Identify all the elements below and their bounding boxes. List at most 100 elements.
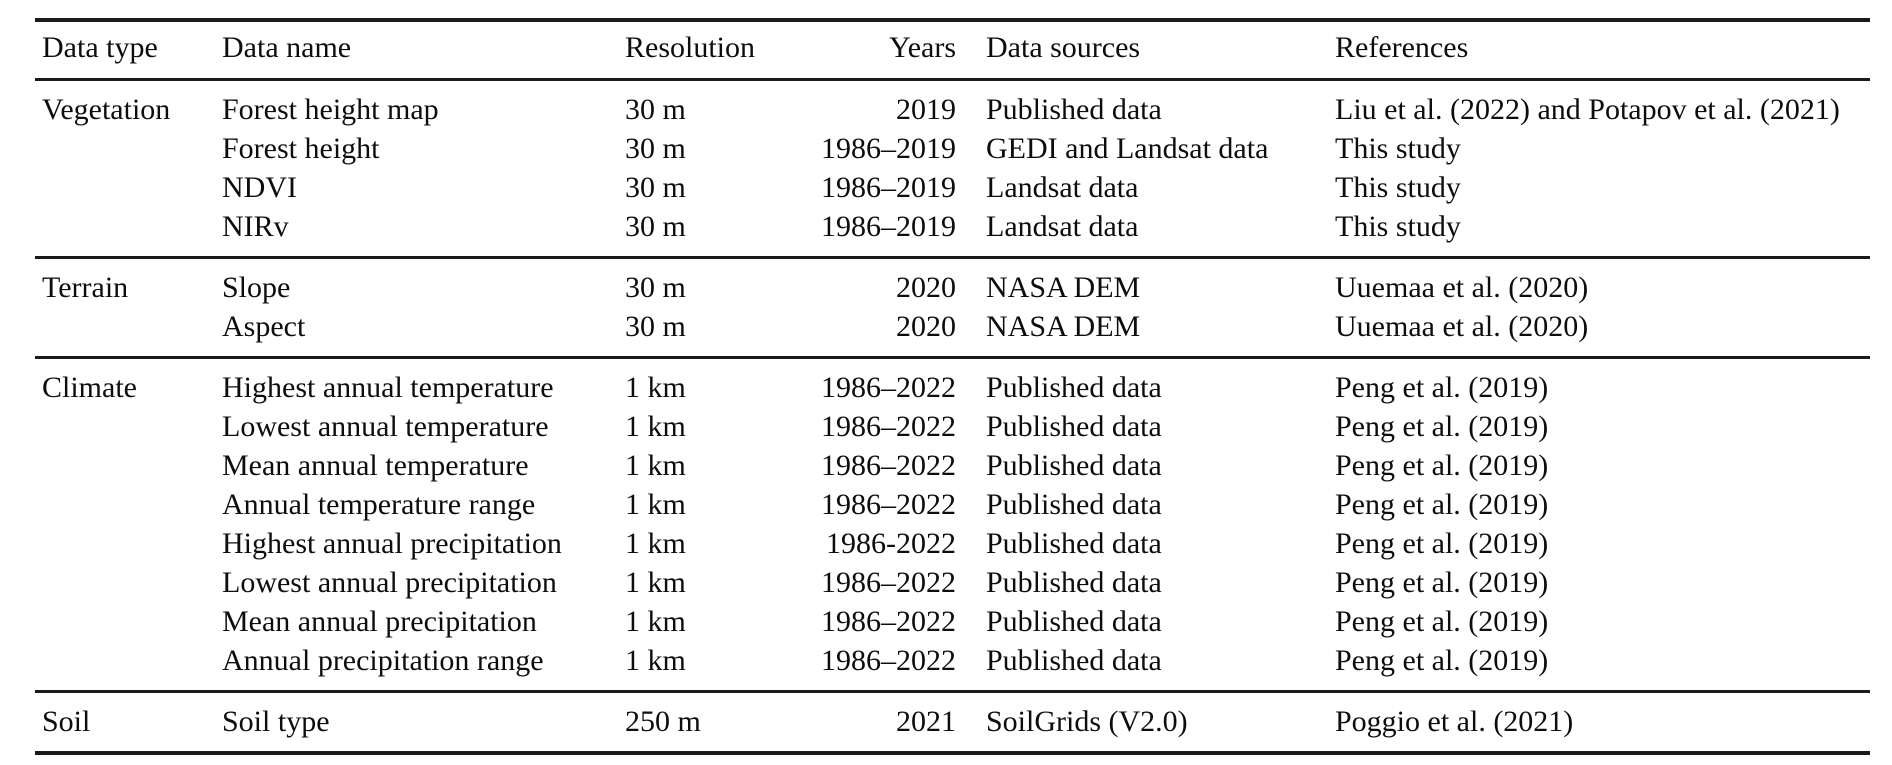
cell-reference: Peng et al. (2019) [1335, 371, 1549, 404]
cell-years: 2021 [896, 705, 956, 738]
table-row: Vegetation Forest height map 30 m 2019 P… [35, 80, 1870, 130]
cell-data-source: SoilGrids (V2.0) [986, 705, 1188, 738]
cell-years: 1986–2022 [821, 449, 956, 482]
cell-years: 2020 [896, 271, 956, 304]
cell-data-source: Published data [986, 449, 1162, 482]
cell-data-name: Mean annual temperature [222, 449, 529, 482]
cell-data-source: Published data [986, 488, 1162, 521]
cell-years: 2019 [896, 93, 956, 126]
section-terrain: Terrain Slope 30 m 2020 NASA DEM Uuemaa … [35, 257, 1870, 358]
cell-resolution: 1 km [625, 527, 686, 560]
cell-resolution: 30 m [625, 310, 686, 343]
cell-reference: Peng et al. (2019) [1335, 449, 1549, 482]
cell-reference: Peng et al. (2019) [1335, 644, 1549, 677]
cell-resolution: 250 m [625, 705, 701, 738]
cell-resolution: 1 km [625, 371, 686, 404]
cell-resolution: 30 m [625, 132, 686, 165]
cell-years: 2020 [896, 310, 956, 343]
cell-years: 1986–2019 [821, 171, 956, 204]
cell-data-name: Forest height map [222, 93, 439, 126]
cell-data-name: Soil type [222, 705, 330, 738]
cell-data-source: Published data [986, 371, 1162, 404]
cell-resolution: 1 km [625, 605, 686, 638]
cell-resolution: 30 m [625, 210, 686, 243]
datasets-table: Data type Data name Resolution Years Dat… [35, 18, 1870, 755]
cell-data-name: Mean annual precipitation [222, 605, 537, 638]
cell-years: 1986–2022 [821, 644, 956, 677]
cell-years: 1986–2019 [821, 210, 956, 243]
cell-data-type [35, 129, 222, 168]
cell-reference: Peng et al. (2019) [1335, 605, 1549, 638]
cell-data-type [35, 207, 222, 258]
cell-years: 1986–2022 [821, 371, 956, 404]
cell-data-name: Annual precipitation range [222, 644, 544, 677]
section-soil: Soil Soil type 250 m 2021 SoilGrids (V2.… [35, 691, 1870, 754]
cell-resolution: 1 km [625, 449, 686, 482]
cell-data-source: Landsat data [986, 210, 1139, 243]
cell-data-name: Annual temperature range [222, 488, 536, 521]
cell-reference: Uuemaa et al. (2020) [1335, 271, 1589, 304]
table-row: Annual temperature range 1 km 1986–2022 … [35, 485, 1870, 524]
column-header-references: References [1335, 31, 1469, 64]
column-header-data-name: Data name [222, 31, 352, 64]
cell-data-type: Climate [42, 371, 137, 404]
table-row: Climate Highest annual temperature 1 km … [35, 358, 1870, 408]
cell-resolution: 30 m [625, 271, 686, 304]
cell-data-type: Vegetation [42, 93, 171, 126]
cell-data-type [35, 307, 222, 358]
cell-years: 1986–2022 [821, 566, 956, 599]
table-row: Soil Soil type 250 m 2021 SoilGrids (V2.… [35, 692, 1870, 754]
cell-data-source: GEDI and Landsat data [986, 132, 1269, 165]
cell-reference: This study [1335, 132, 1461, 165]
cell-years: 1986–2022 [821, 410, 956, 443]
cell-reference: This study [1335, 210, 1461, 243]
cell-data-type [35, 641, 222, 692]
cell-reference: Liu et al. (2022) and Potapov et al. (20… [1335, 93, 1840, 126]
cell-data-type [35, 407, 222, 446]
cell-data-source: Landsat data [986, 171, 1139, 204]
section-climate: Climate Highest annual temperature 1 km … [35, 357, 1870, 692]
cell-data-name: NIRv [222, 210, 289, 243]
table-row: Forest height 30 m 1986–2019 GEDI and La… [35, 129, 1870, 168]
table-header: Data type Data name Resolution Years Dat… [35, 20, 1870, 80]
cell-data-source: Published data [986, 527, 1162, 560]
cell-data-type [35, 485, 222, 524]
cell-data-name: Slope [222, 271, 291, 304]
column-header-resolution: Resolution [625, 31, 756, 64]
cell-data-source: Published data [986, 644, 1162, 677]
column-header-data-type: Data type [42, 31, 158, 64]
cell-data-type [35, 602, 222, 641]
cell-resolution: 1 km [625, 644, 686, 677]
cell-data-source: Published data [986, 93, 1162, 126]
section-vegetation: Vegetation Forest height map 30 m 2019 P… [35, 80, 1870, 258]
table-row: Lowest annual temperature 1 km 1986–2022… [35, 407, 1870, 446]
cell-data-source: NASA DEM [986, 310, 1141, 343]
cell-reference: Peng et al. (2019) [1335, 527, 1549, 560]
cell-years: 1986–2022 [821, 605, 956, 638]
cell-data-name: Highest annual temperature [222, 371, 554, 404]
table-row: NIRv 30 m 1986–2019 Landsat data This st… [35, 207, 1870, 258]
cell-data-name: Lowest annual precipitation [222, 566, 557, 599]
cell-reference: Peng et al. (2019) [1335, 410, 1549, 443]
cell-data-type: Terrain [42, 271, 129, 304]
cell-years: 1986–2019 [821, 132, 956, 165]
cell-years: 1986–2022 [821, 488, 956, 521]
cell-data-type [35, 446, 222, 485]
column-header-years: Years [889, 31, 956, 64]
table-row: Mean annual precipitation 1 km 1986–2022… [35, 602, 1870, 641]
cell-resolution: 30 m [625, 93, 686, 126]
cell-reference: Peng et al. (2019) [1335, 488, 1549, 521]
cell-data-source: Published data [986, 605, 1162, 638]
cell-years: 1986-2022 [826, 527, 956, 560]
cell-resolution: 1 km [625, 566, 686, 599]
cell-data-name: Aspect [222, 310, 306, 343]
table-row: Highest annual precipitation 1 km 1986-2… [35, 524, 1870, 563]
cell-data-type [35, 563, 222, 602]
cell-data-type: Soil [42, 705, 91, 738]
cell-reference: Uuemaa et al. (2020) [1335, 310, 1589, 343]
cell-data-name: Highest annual precipitation [222, 527, 562, 560]
table-row: Lowest annual precipitation 1 km 1986–20… [35, 563, 1870, 602]
table-row: Terrain Slope 30 m 2020 NASA DEM Uuemaa … [35, 258, 1870, 308]
table-row: Mean annual temperature 1 km 1986–2022 P… [35, 446, 1870, 485]
